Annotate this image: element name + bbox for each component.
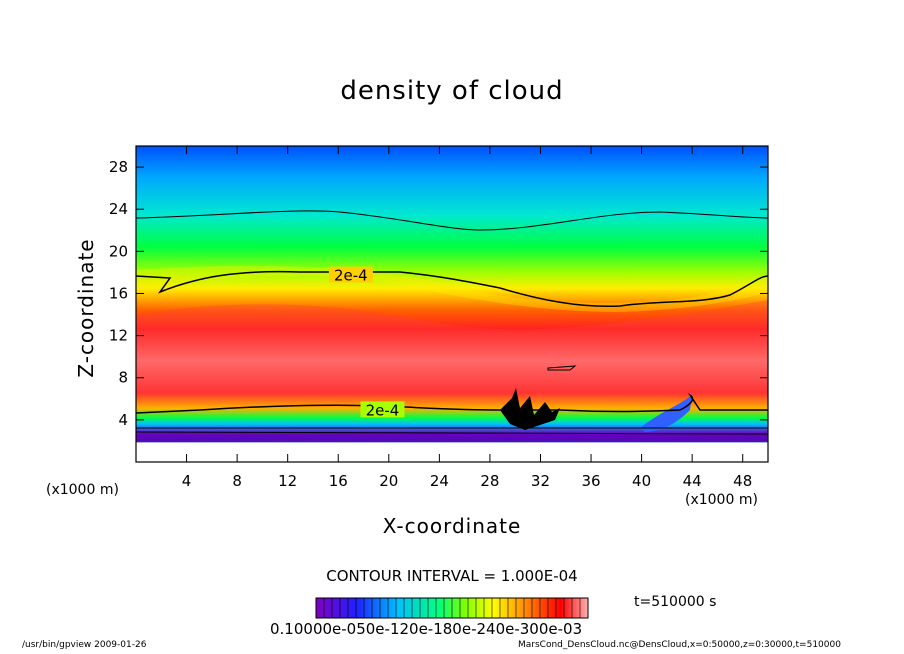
x-tick-label: 8 — [232, 472, 242, 490]
plot-frame — [135, 145, 769, 463]
footer-right: MarsCond_DensCloud.nc@DensCloud,x=0:5000… — [518, 640, 841, 650]
y-tick-label: 4 — [118, 411, 128, 429]
contour-label-bg — [328, 266, 373, 283]
x-tick-label: 12 — [278, 472, 297, 490]
x-unit-right: (x1000 m) — [685, 492, 758, 508]
contour-interval-text: CONTOUR INTERVAL = 1.000E-04 — [326, 567, 578, 585]
contour-label: 2e-4 — [366, 401, 400, 419]
chart-title: density of cloud — [340, 76, 564, 106]
x-tick-label: 36 — [581, 472, 600, 490]
y-tick-label: 8 — [118, 369, 128, 387]
x-tick-label: 40 — [632, 472, 651, 490]
x-tick-label: 16 — [329, 472, 348, 490]
y-tick-label: 20 — [109, 242, 128, 260]
x-axis-ticks: 4 8 12 16 20 24 28 32 36 40 44 48 — [182, 146, 752, 490]
heatmap-field — [136, 146, 768, 462]
x-tick-label: 48 — [733, 472, 752, 490]
y-tick-label: 16 — [109, 284, 128, 302]
x-tick-label: 4 — [182, 472, 192, 490]
colorbar-dividers — [323, 598, 581, 618]
y-axis-ticks: 4 8 12 16 20 24 28 — [109, 158, 768, 429]
x-unit-left: (x1000 m) — [46, 482, 119, 498]
footer-left: /usr/bin/gpview 2009-01-26 — [22, 640, 147, 650]
y-tick-label: 24 — [109, 200, 128, 218]
time-label: t=510000 s — [634, 594, 717, 610]
contour-label-bg — [360, 401, 405, 418]
x-tick-label: 24 — [430, 472, 449, 490]
contour-label: 2e-4 — [334, 267, 368, 285]
x-tick-label: 44 — [683, 472, 702, 490]
contour-labels: 2e-4 2e-4 — [328, 266, 405, 419]
contour-noise — [500, 388, 560, 430]
colorbar-tick-labels: 0.10000e-050e-120e-180e-240e-300e-03 — [270, 620, 583, 638]
x-tick-label: 28 — [480, 472, 499, 490]
x-axis-label: X-coordinate — [382, 514, 522, 538]
y-tick-label: 12 — [109, 327, 128, 345]
x-tick-label: 32 — [531, 472, 550, 490]
contour-lines — [136, 210, 768, 435]
x-tick-label: 20 — [379, 472, 398, 490]
y-tick-label: 28 — [109, 158, 128, 176]
